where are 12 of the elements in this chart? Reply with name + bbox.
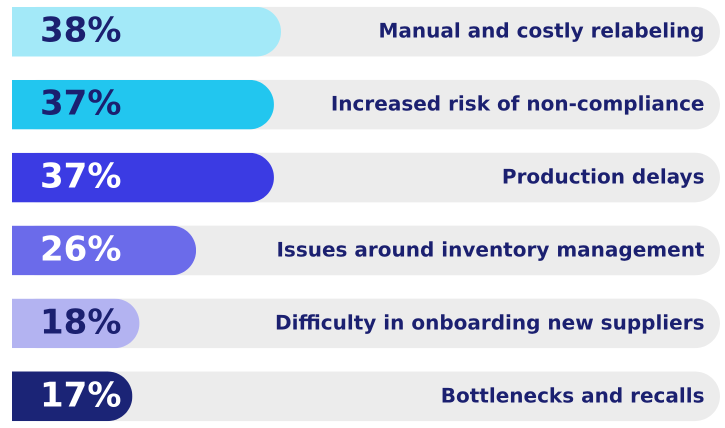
data-label: 37% (40, 84, 122, 124)
y-tick-label: Difficulty in onboarding new suppliers (275, 310, 704, 334)
data-label: 37% (40, 156, 122, 197)
data-label: 18% (40, 302, 122, 342)
y-tick-label: Bottlenecks and recalls (440, 383, 704, 408)
data-label: 38% (40, 10, 122, 51)
y-tick-label: Production delays (502, 164, 704, 189)
y-tick-label: Increased risk of non-compliance (330, 92, 704, 116)
data-label: 26% (40, 229, 122, 270)
y-tick-label: Issues around inventory management (276, 237, 705, 262)
y-tick-label: Manual and costly relabeling (378, 18, 704, 43)
data-label: 17% (40, 375, 122, 416)
